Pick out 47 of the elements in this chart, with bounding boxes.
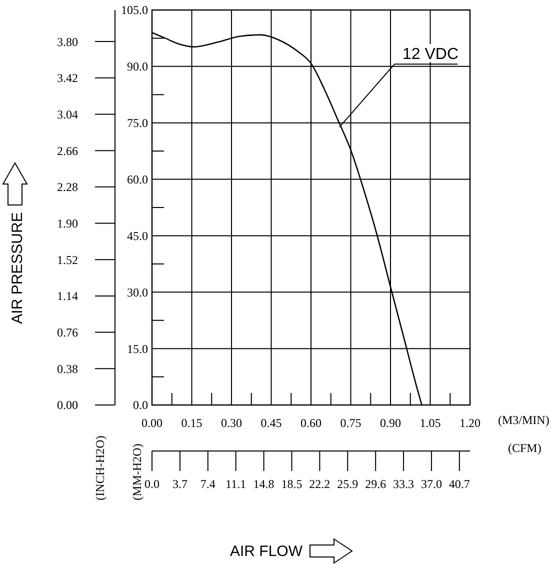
x-axis-title: AIR FLOW xyxy=(230,543,304,560)
x2-tick-label: 11.1 xyxy=(226,477,246,491)
x-tick-label: 0.75 xyxy=(340,416,362,430)
x-tick-label: 0.00 xyxy=(142,416,162,430)
x2-tick-label: 3.7 xyxy=(172,477,188,491)
y2-tick-label: 1.52 xyxy=(57,252,78,267)
x2-tick-label: 22.2 xyxy=(309,477,330,491)
x2-tick-label: 37.0 xyxy=(420,477,442,491)
y-tick-label: 90.0 xyxy=(127,60,148,74)
y-tick-label: 75.0 xyxy=(127,116,148,130)
y2-tick-label: 1.90 xyxy=(57,216,78,230)
y-tick-label: 45.0 xyxy=(127,228,148,243)
x-tick-label: 0.45 xyxy=(260,416,282,430)
x2-tick-label: 40.7 xyxy=(448,477,470,491)
text: AIR PRESSURE xyxy=(9,212,26,324)
x2-tick-label: 25.9 xyxy=(337,477,358,491)
y2-tick-label: 3.80 xyxy=(57,34,78,49)
y2-tick-label: 2.28 xyxy=(57,180,78,194)
text: (MM-H2O) xyxy=(130,444,144,500)
x-tick-label: 0.60 xyxy=(300,416,322,430)
y-tick-label: 30.0 xyxy=(127,285,148,300)
y2-tick-label: 3.42 xyxy=(57,71,78,86)
x2-tick-label: 33.3 xyxy=(393,477,414,491)
y2-tick-label: 0.00 xyxy=(57,398,78,412)
x2-tick-label: 14.8 xyxy=(253,477,274,491)
x-tick-label: 1.20 xyxy=(460,416,480,430)
y2-tick-label: 2.66 xyxy=(57,144,78,158)
y2-tick-label: 0.38 xyxy=(57,362,78,376)
y-tick-label: 60.0 xyxy=(127,172,148,186)
y2-axis-title: (INCH-H2O) xyxy=(93,436,107,500)
y2-tick-label: 3.04 xyxy=(57,107,78,122)
x-tick-label: 0.30 xyxy=(221,416,242,430)
text: 12 VDC xyxy=(402,46,459,64)
y2-tick-label: 1.14 xyxy=(57,289,78,304)
y-tick-label: 0.0 xyxy=(133,398,148,412)
y-tick-label: 105.0 xyxy=(121,3,148,18)
y2-tick-label: 0.76 xyxy=(57,326,78,340)
x2-tick-label: 0.0 xyxy=(144,477,160,491)
x2-tick-label: 29.6 xyxy=(365,477,386,491)
x-tick-label: 0.15 xyxy=(181,416,202,430)
x2-tick-label: 18.5 xyxy=(281,477,302,491)
text: (M3/MIN) xyxy=(498,413,550,427)
x-tick-label: 1.05 xyxy=(420,416,441,430)
x-tick-label: 0.90 xyxy=(380,416,401,430)
y-tick-label: 15.0 xyxy=(127,342,148,356)
x2-axis-title: (CFM) xyxy=(508,441,542,455)
x2-tick-label: 7.4 xyxy=(200,477,216,491)
